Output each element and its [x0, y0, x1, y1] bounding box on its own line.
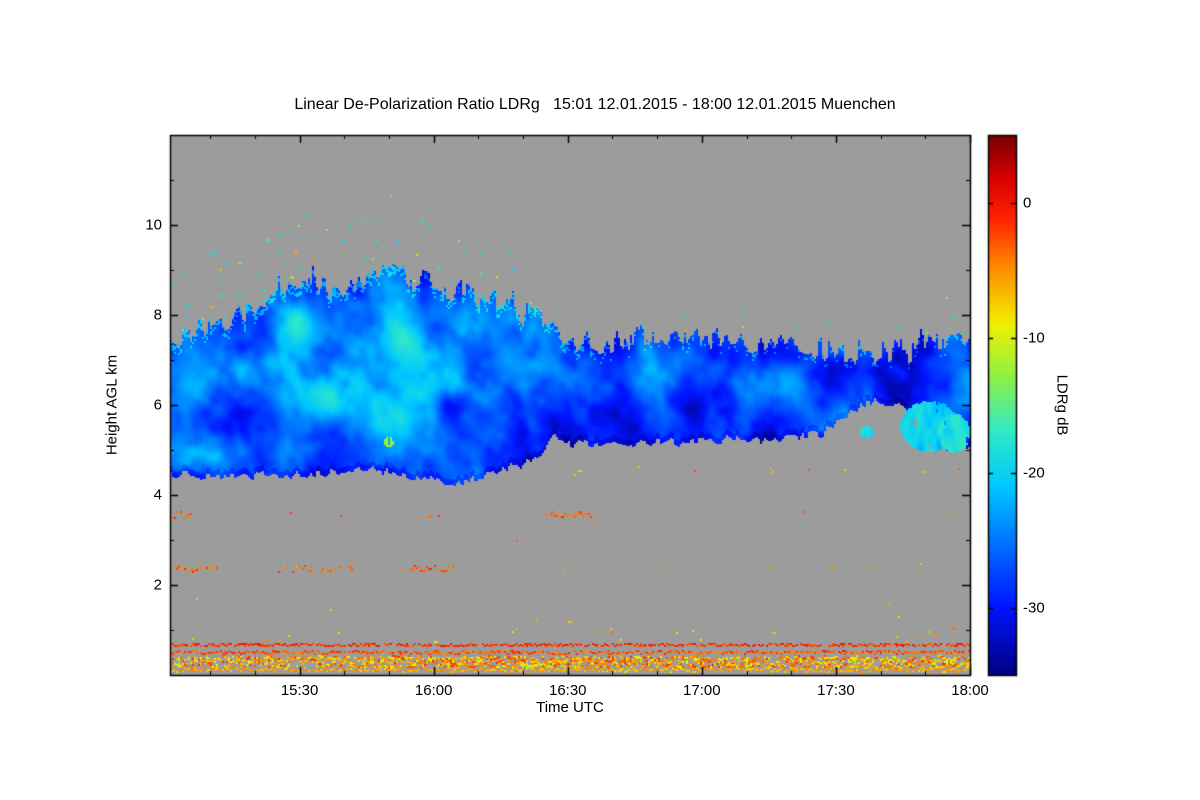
y-tick-label: 4: [153, 486, 162, 504]
y-tick-label: 8: [153, 306, 162, 324]
cb-tick-label: 0: [1023, 194, 1032, 211]
colorbar-label: LDRg dB: [1053, 374, 1071, 436]
cb-tick-label: -10: [1023, 329, 1045, 346]
y-tick-label: 2: [153, 576, 162, 594]
x-tick-label: 18:00: [951, 682, 989, 699]
plot-title: Linear De-Polarization Ratio LDRg 15:01 …: [294, 96, 896, 113]
x-tick-label: 16:30: [548, 682, 587, 699]
x-tick-label: 15:30: [280, 682, 319, 699]
x-tick-label: 16:00: [414, 682, 453, 699]
y-tick-label: 10: [145, 216, 162, 234]
cb-tick-label: -20: [1023, 464, 1045, 481]
x-axis-label: Time UTC: [536, 699, 604, 716]
y-tick-label: 6: [153, 396, 162, 414]
y-axis-label: Height AGL km: [103, 354, 121, 456]
x-tick-label: 17:00: [683, 682, 721, 699]
x-tick-label: 17:30: [817, 682, 855, 699]
cb-tick-label: -30: [1023, 599, 1045, 616]
